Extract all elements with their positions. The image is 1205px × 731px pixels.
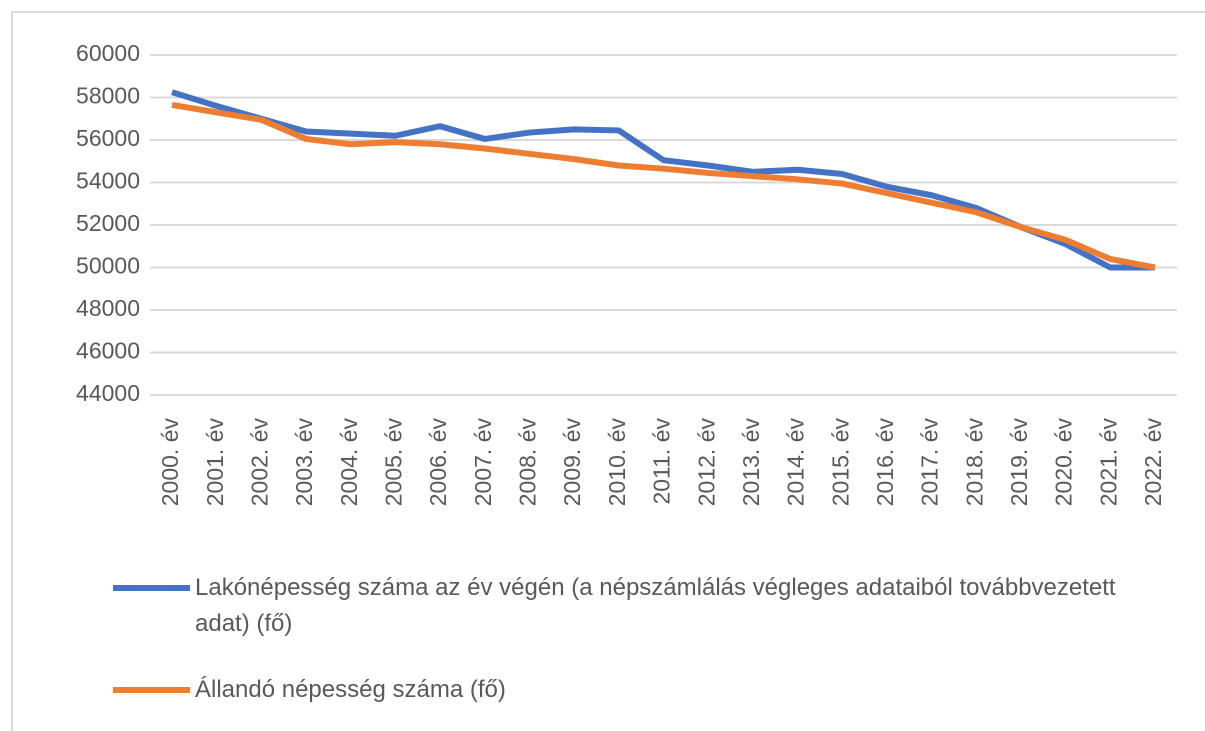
legend-swatch <box>113 687 190 693</box>
series-line <box>171 89 1155 271</box>
x-tick-label: 2018. év <box>961 418 987 507</box>
x-tick-label: 2001. év <box>202 418 228 507</box>
x-tick-label: 2012. év <box>693 418 719 507</box>
legend-item: Lakónépesség száma az év végén (a népszá… <box>113 570 1153 642</box>
y-tick-label: 52000 <box>76 210 140 236</box>
x-tick-label: 2004. év <box>336 418 362 507</box>
x-tick-label: 2005. év <box>380 418 406 507</box>
x-tick-label: 2007. év <box>470 418 496 507</box>
x-tick-label: 2010. év <box>604 418 630 507</box>
x-tick-label: 2002. év <box>246 418 272 507</box>
x-tick-label: 2011. év <box>649 418 675 505</box>
y-tick-label: 48000 <box>76 295 140 321</box>
x-tick-label: 2015. év <box>827 418 853 507</box>
y-tick-label: 56000 <box>76 125 140 151</box>
x-tick-label: 2006. év <box>425 418 451 507</box>
y-tick-label: 46000 <box>76 338 140 364</box>
x-tick-label: 2021. év <box>1095 418 1121 507</box>
legend-item: Állandó népesség száma (fő) <box>113 672 1153 708</box>
y-tick-label: 44000 <box>76 380 140 406</box>
x-tick-label: 2014. év <box>783 418 809 507</box>
y-tick-label: 54000 <box>76 168 140 194</box>
x-tick-label: 2003. év <box>291 418 317 507</box>
y-tick-label: 60000 <box>76 40 140 66</box>
legend-label: Állandó népesség száma (fő) <box>195 676 506 703</box>
x-tick-label: 2009. év <box>559 418 585 507</box>
x-tick-label: 2016. év <box>872 418 898 507</box>
x-tick-label: 2013. év <box>738 418 764 507</box>
x-tick-label: 2020. év <box>1051 418 1077 507</box>
x-tick-label: 2000. év <box>157 418 183 507</box>
legend-label: Lakónépesség száma az év végén (a népszá… <box>195 574 1116 637</box>
x-tick-label: 2017. év <box>917 418 943 507</box>
y-tick-label: 58000 <box>76 83 140 109</box>
y-tick-label: 50000 <box>76 253 140 279</box>
frame <box>11 11 1205 731</box>
x-tick-label: 2022. év <box>1140 418 1166 507</box>
legend-swatch <box>113 585 190 591</box>
series-line <box>171 101 1156 271</box>
x-tick-label: 2008. év <box>515 418 541 507</box>
x-tick-label: 2019. év <box>1006 418 1032 507</box>
